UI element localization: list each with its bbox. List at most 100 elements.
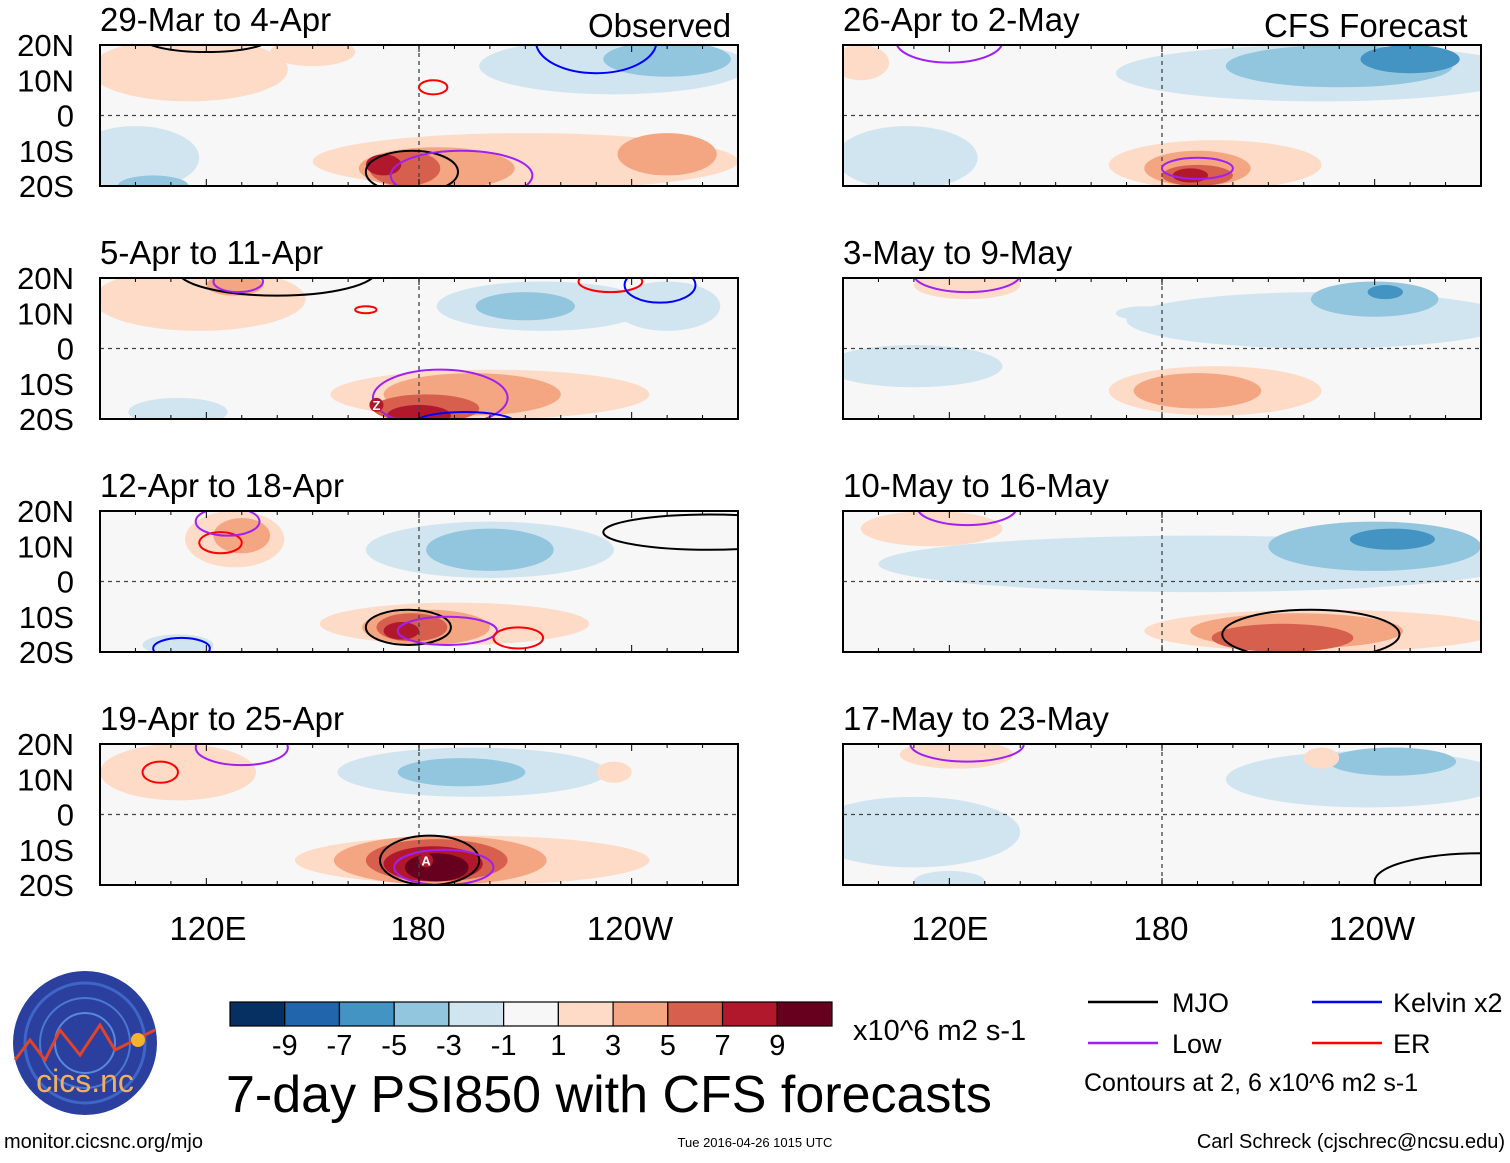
anomaly-region <box>596 761 632 783</box>
colorbar-swatch <box>667 1001 724 1027</box>
colorbar-label: -9 <box>272 1030 298 1062</box>
anomaly-region <box>1349 528 1435 550</box>
contour-er <box>492 626 545 650</box>
colorbar-swatch <box>448 1001 505 1027</box>
anomaly-region <box>128 397 228 419</box>
lon-label: 180 <box>390 910 445 947</box>
legend-label-low: Low <box>1172 1029 1222 1059</box>
anomaly-region <box>404 853 469 882</box>
lat-label: 10N <box>17 296 74 331</box>
units-label: x10^6 m2 s-1 <box>853 1015 1026 1047</box>
figure-title: 7-day PSI850 with CFS forecasts <box>226 1066 992 1124</box>
lon-label: 180 <box>1133 910 1188 947</box>
lat-label: 20S <box>19 868 74 903</box>
anomaly-region <box>100 278 306 331</box>
forecast-label: CFS Forecast <box>1264 7 1468 44</box>
anomaly-region <box>1367 285 1404 300</box>
storm-marker-label: A <box>421 853 431 868</box>
storm-marker-label: Z <box>372 398 380 413</box>
colorbar-label: -3 <box>436 1030 462 1062</box>
lat-label: 0 <box>57 565 74 600</box>
legend-label-mjo: MJO <box>1172 988 1229 1018</box>
colorbar-label: 7 <box>714 1030 730 1062</box>
contour-mjo <box>379 834 481 885</box>
colorbar-swatch <box>612 1001 669 1027</box>
contour-mjo <box>180 278 374 297</box>
lat-label: 0 <box>57 332 74 367</box>
colorbar-label: 3 <box>605 1030 621 1062</box>
colorbar-label: 9 <box>769 1030 785 1062</box>
anomaly-region <box>899 744 1014 769</box>
contour-low <box>917 511 1017 527</box>
panel-title: 17-May to 23-May <box>843 700 1109 737</box>
colorbar-label: -1 <box>491 1030 517 1062</box>
logo-text: cics.nc <box>36 1063 134 1099</box>
colorbar-swatch <box>338 1001 395 1027</box>
anomaly-region <box>1303 747 1340 769</box>
lat-label: 10N <box>17 529 74 564</box>
colorbar-label: -5 <box>381 1030 407 1062</box>
colorbar-swatch <box>284 1001 341 1027</box>
lat-label: 20S <box>19 635 74 670</box>
anomaly-region <box>913 870 985 885</box>
contour-low <box>1161 156 1234 180</box>
lat-label: 20S <box>19 402 74 437</box>
colorbar-swatch <box>557 1001 614 1027</box>
anomaly-region <box>617 133 717 176</box>
anomaly-region <box>843 344 1003 388</box>
lon-label: 120W <box>1329 910 1416 947</box>
contour-mjo <box>148 45 265 54</box>
lat-label: 10S <box>19 833 74 868</box>
lat-label: 10S <box>19 367 74 402</box>
lon-label: 120E <box>911 910 988 947</box>
contour-low <box>194 511 261 537</box>
panel-title: 3-May to 9-May <box>843 234 1073 271</box>
lat-label: 10N <box>17 762 74 797</box>
contour-low <box>895 45 1003 64</box>
lon-axis-left: 120E 180 120W <box>169 910 673 947</box>
contour-mjo <box>364 608 452 646</box>
colorbar-swatch <box>503 1001 559 1027</box>
lat-label: 10S <box>19 134 74 169</box>
map-panel: 26-Apr to 2-May <box>842 1 1482 187</box>
lon-axis-right: 120E 180 120W <box>911 910 1415 947</box>
contour-low <box>194 744 289 767</box>
panel-title: 29-Mar to 4-Apr <box>100 1 331 38</box>
contour-kelvin <box>535 45 658 75</box>
map-panel: 3-May to 9-May <box>842 234 1482 420</box>
lat-label: 20S <box>19 169 74 204</box>
contour-mjo <box>364 149 459 186</box>
lat-label: 20N <box>17 28 74 63</box>
contour-low <box>909 744 1025 763</box>
contour-kelvin <box>416 410 514 419</box>
anomaly-region <box>1115 306 1173 321</box>
lat-label: 20N <box>17 494 74 529</box>
colorbar-swatch <box>393 1001 450 1027</box>
anomaly-region <box>100 126 200 186</box>
lon-label: 120W <box>587 910 674 947</box>
contour-low <box>393 848 495 885</box>
anomaly-region <box>1211 623 1354 652</box>
anomaly-region <box>1172 168 1209 183</box>
anomaly-region <box>1133 373 1262 409</box>
anomaly-region <box>270 45 356 67</box>
anomaly-region <box>843 796 1021 868</box>
anomaly-region <box>1360 45 1460 74</box>
legend: MJO Kelvin x2 Low ER Contours at 2, 6 x1… <box>1084 988 1503 1097</box>
colorbar: -9 -7 -5 -3 -1 1 3 5 7 9 <box>229 1001 833 1062</box>
contour-low <box>371 368 509 419</box>
contour-low <box>212 278 265 294</box>
lon-label: 120E <box>169 910 246 947</box>
footer-author: Carl Schreck (cjschrec@ncsu.edu) <box>1197 1131 1505 1153</box>
footer-url: monitor.cicsnc.org/mjo <box>4 1131 203 1153</box>
colorbar-swatch <box>776 1001 833 1027</box>
panel-title: 26-Apr to 2-May <box>843 1 1080 38</box>
colorbar-label: -7 <box>327 1030 353 1062</box>
storm-marker <box>369 397 384 412</box>
anomaly-region <box>387 404 451 419</box>
